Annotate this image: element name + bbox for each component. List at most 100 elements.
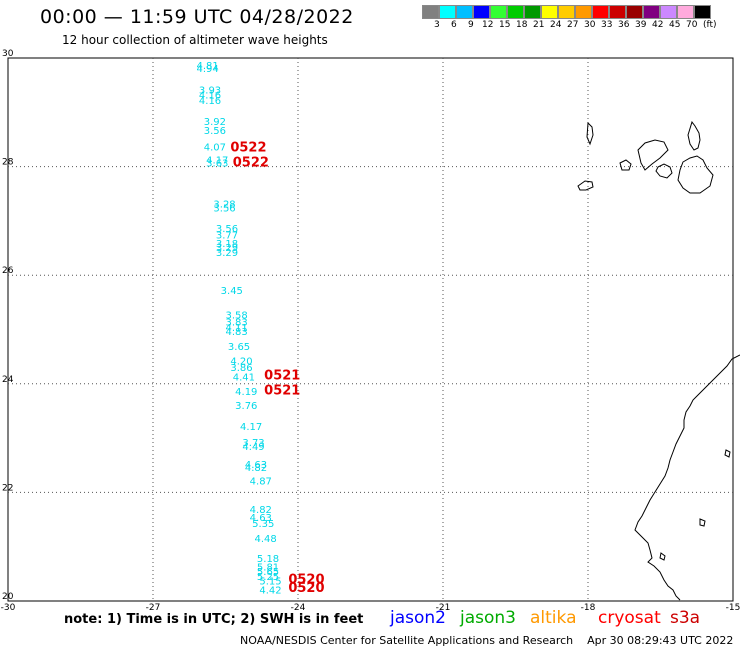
wave-height-value: 3.29 xyxy=(216,243,238,254)
pass-time-label: 0521 xyxy=(264,368,300,383)
wave-height-value: 4.42 xyxy=(259,585,281,596)
legend-labels: 3 6 9 12 15 18 21 24 27 30 33 36 39 42 45 70 (ft) xyxy=(422,19,717,33)
island-fuerteventura xyxy=(677,155,714,194)
wave-height-value: 4.16 xyxy=(199,91,221,102)
legend-swatch xyxy=(524,5,541,19)
wave-height-value: 4.16 xyxy=(199,96,221,107)
legend-swatch xyxy=(609,5,626,19)
satellite-label-jason2: jason2 xyxy=(390,608,446,628)
wave-height-value: 4.63 xyxy=(250,513,272,524)
wave-height-value: 5.65 xyxy=(257,567,279,578)
wave-height-value: 4.83 xyxy=(226,327,248,338)
legend-swatch xyxy=(643,5,660,19)
wave-height-value: 3.86 xyxy=(230,363,252,374)
legend-swatch xyxy=(422,5,439,19)
wave-observations: 4.814.943.934.164.163.923.564.074.173.63… xyxy=(197,61,282,597)
legend-label: 45 xyxy=(669,20,681,30)
legend-swatch xyxy=(473,5,490,19)
satellite-label-cryosat: cryosat xyxy=(598,608,661,628)
pass-time-label: 0521 xyxy=(264,384,300,399)
satellite-label-s3a: s3a xyxy=(670,608,701,628)
wave-height-value: 3.18 xyxy=(216,239,238,250)
lon-tick-label: -27 xyxy=(146,603,161,613)
wave-height-value: 4.48 xyxy=(255,534,277,545)
coastal-island-mid xyxy=(699,518,706,527)
legend-label: 36 xyxy=(618,20,630,30)
lat-tick-label: 30 xyxy=(2,49,14,59)
wave-height-value: 5.25 xyxy=(257,572,279,583)
legend-swatch xyxy=(677,5,694,19)
footer-note: note: 1) Time is in UTC; 2) SWH is in fe… xyxy=(64,612,364,627)
island-lanzarote xyxy=(687,120,701,151)
wave-height-value: 5.81 xyxy=(257,563,279,574)
legend-swatch xyxy=(626,5,643,19)
legend-swatch xyxy=(439,5,456,19)
legend-label: 33 xyxy=(601,20,613,30)
wave-height-value: 4.49 xyxy=(242,442,264,453)
wave-height-value: 4.07 xyxy=(204,142,226,153)
coastal-island-south xyxy=(659,552,666,561)
legend-label: 30 xyxy=(584,20,596,30)
wave-height-value: 3.29 xyxy=(216,248,238,259)
map-title: 00:00 — 11:59 UTC 04/28/2022 xyxy=(40,6,354,28)
wave-height-value: 4.17 xyxy=(240,422,262,433)
legend-swatch xyxy=(575,5,592,19)
wave-height-value: 3.77 xyxy=(216,230,238,241)
wave-height-value: 3.76 xyxy=(235,401,257,412)
island-gran-canaria xyxy=(655,163,673,179)
satellite-label-jason3: jason3 xyxy=(460,608,516,628)
footer-credit: NOAA/NESDIS Center for Satellite Applica… xyxy=(240,634,734,647)
map-subtitle: 12 hour collection of altimeter wave hei… xyxy=(62,33,328,47)
lon-tick-label: -18 xyxy=(581,603,596,613)
legend-swatch xyxy=(694,5,711,19)
wave-height-value: 3.56 xyxy=(216,224,238,235)
lon-tick-label: -15 xyxy=(726,603,740,613)
legend-label: 12 xyxy=(482,20,494,30)
wave-height-value: 4.19 xyxy=(235,387,257,398)
legend-label: 27 xyxy=(567,20,579,30)
legend-swatch xyxy=(541,5,558,19)
legend-swatch xyxy=(456,5,473,19)
legend-label: 18 xyxy=(516,20,528,30)
wave-height-value: 3.73 xyxy=(242,438,264,449)
island-tenerife xyxy=(637,139,669,171)
wave-height-value: 5.15 xyxy=(259,577,281,588)
wave-height-value: 3.28 xyxy=(213,199,235,210)
wave-height-value: 3.58 xyxy=(226,311,248,322)
island-la-palma xyxy=(586,121,594,146)
legend-swatch xyxy=(660,5,677,19)
coastal-island-north xyxy=(724,449,731,458)
wave-height-value: 4.17 xyxy=(206,155,228,166)
satellite-label-altika: altika xyxy=(530,608,577,628)
pass-time-label: 0522 xyxy=(230,140,266,155)
wave-height-value: 3.56 xyxy=(213,204,235,215)
wave-height-value: 4.11 xyxy=(226,323,248,334)
wave-height-value: 4.82 xyxy=(245,463,267,474)
island-el-hierro xyxy=(577,180,594,191)
wave-height-value: 3.56 xyxy=(204,126,226,137)
legend-label: 24 xyxy=(550,20,562,30)
legend-label: 70 xyxy=(686,20,698,30)
legend-label: 21 xyxy=(533,20,545,30)
lat-tick-label: 28 xyxy=(2,158,14,168)
legend-unit: (ft) xyxy=(703,20,717,30)
lat-tick-label: 20 xyxy=(2,592,14,602)
wave-height-value: 3.92 xyxy=(204,117,226,128)
wave-height-value: 3.63 xyxy=(206,159,228,170)
lat-tick-label: 26 xyxy=(2,266,14,276)
wave-height-value: 4.81 xyxy=(197,61,219,72)
wave-height-value: 4.20 xyxy=(230,356,252,367)
legend-swatch xyxy=(490,5,507,19)
african-coastline xyxy=(634,354,740,601)
wave-height-value: 3.65 xyxy=(228,342,250,353)
legend-swatch xyxy=(592,5,609,19)
legend-swatch xyxy=(558,5,575,19)
wave-height-value: 4.94 xyxy=(197,64,219,75)
legend-swatch xyxy=(507,5,524,19)
color-legend: 3 6 9 12 15 18 21 24 27 30 33 36 39 42 45 70 (ft) xyxy=(422,5,717,33)
wave-height-value: 3.93 xyxy=(199,85,221,96)
legend-label: 9 xyxy=(468,20,474,30)
lon-tick-label: -24 xyxy=(291,603,306,613)
lon-tick-label: -30 xyxy=(1,603,16,613)
